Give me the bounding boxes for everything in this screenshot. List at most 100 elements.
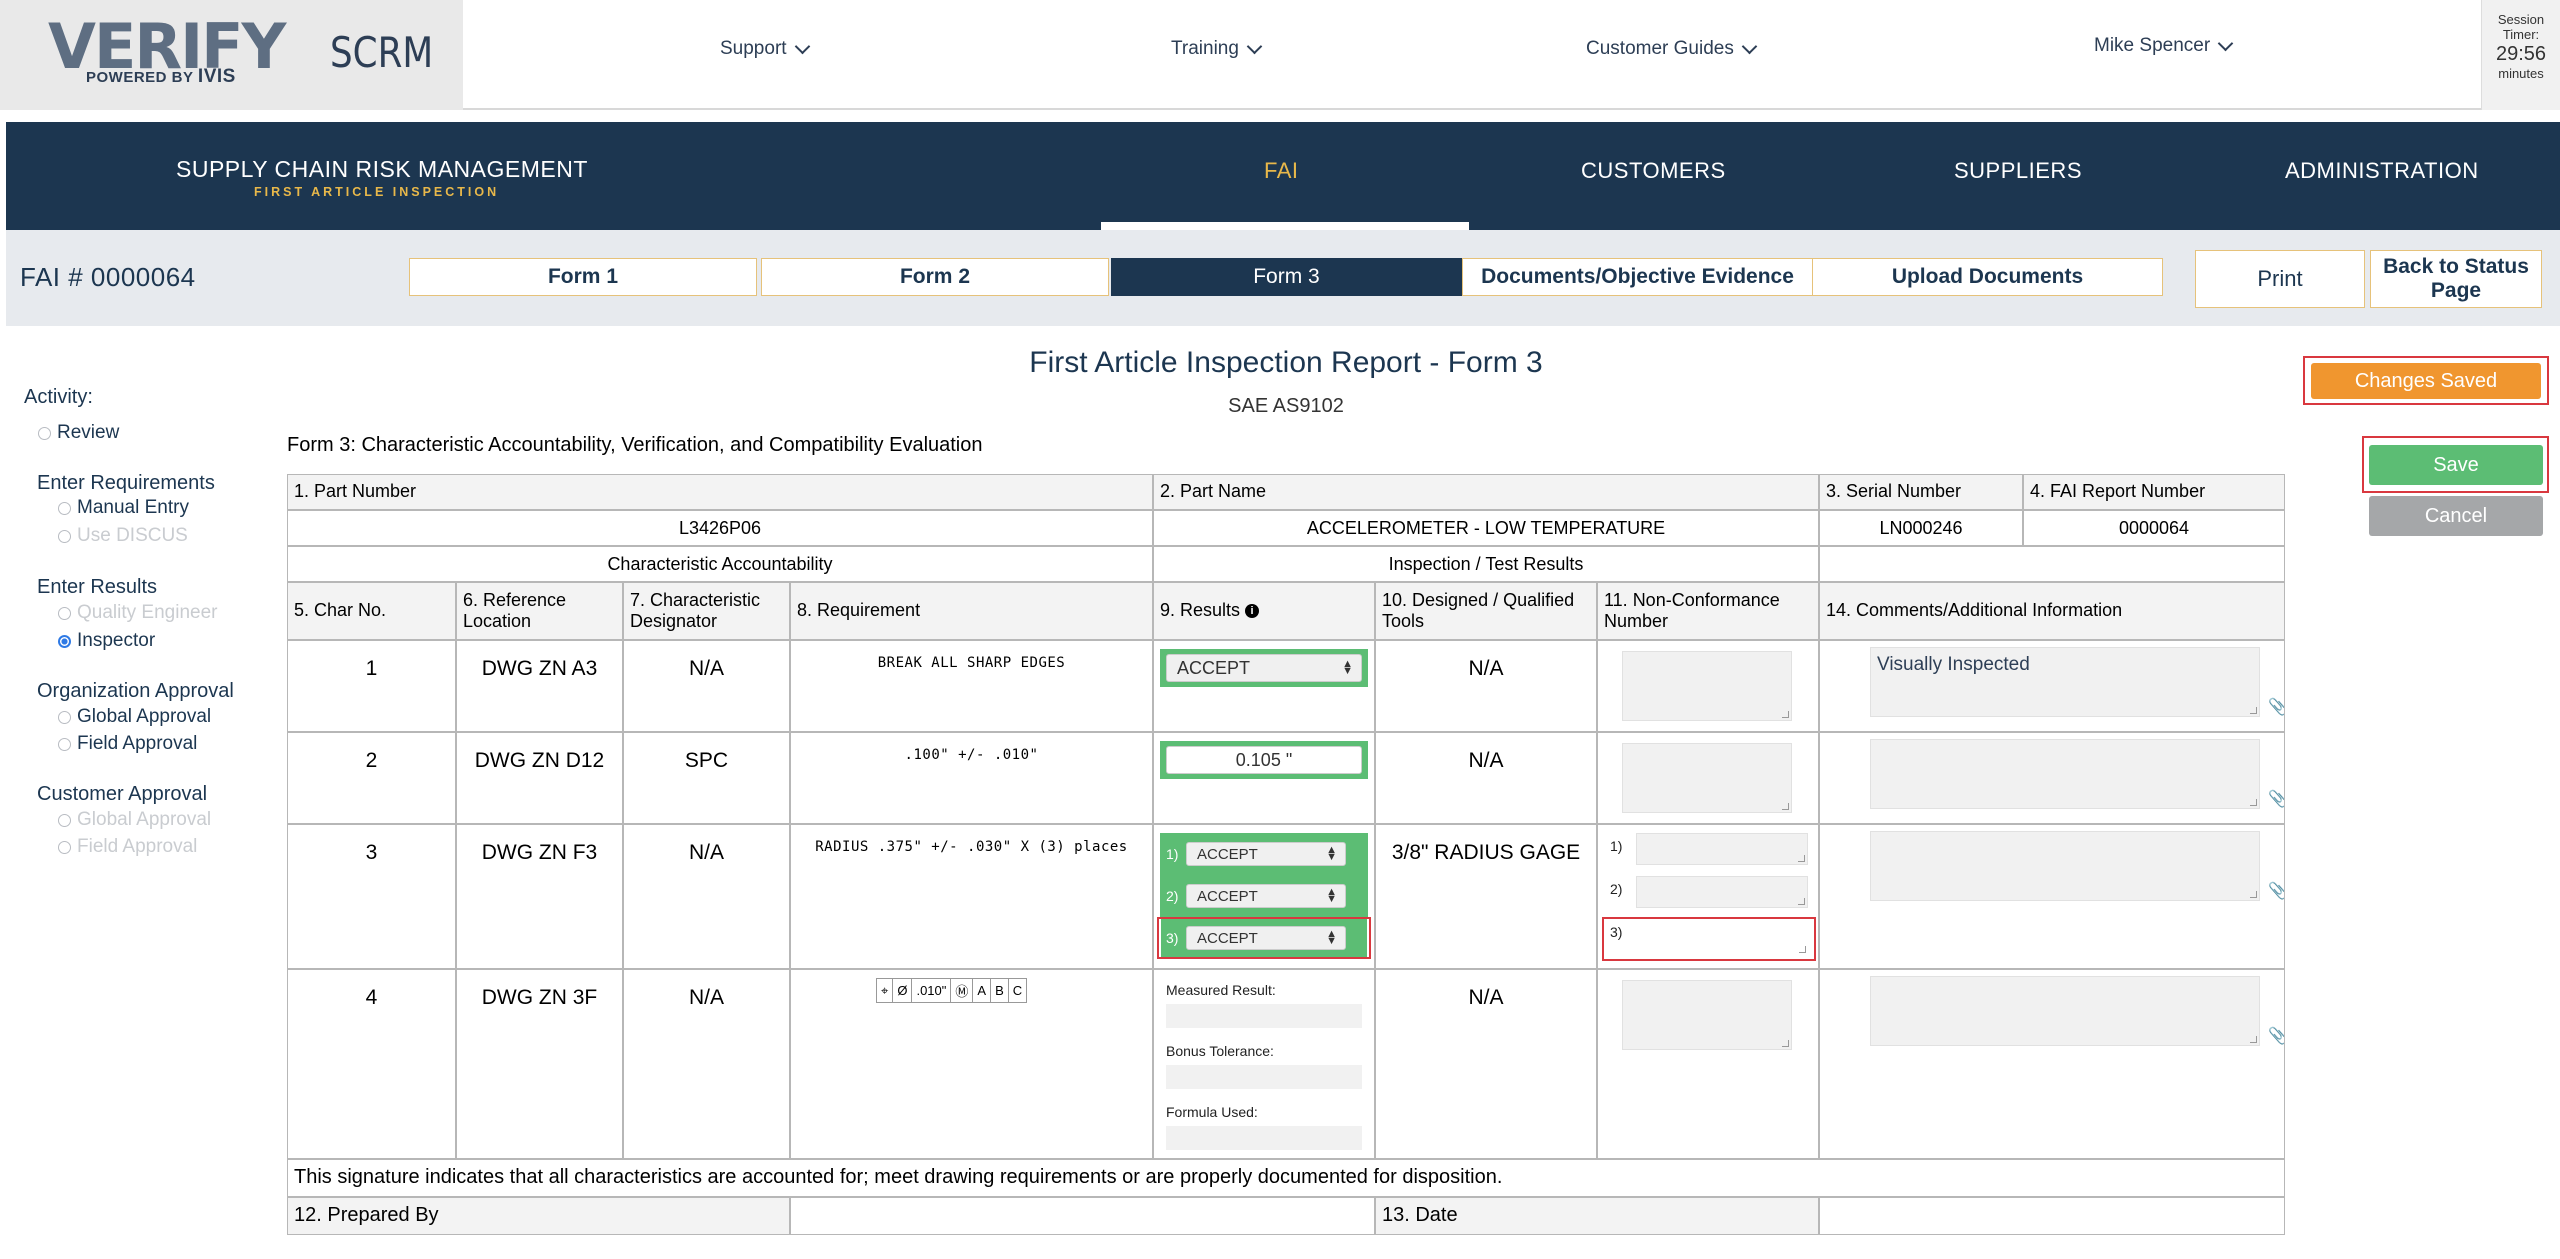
tools-value: 3/8" RADIUS GAGE: [1391, 841, 1581, 864]
nav-customer-guides-label: Customer Guides: [1586, 38, 1734, 59]
ncr-textarea[interactable]: [1622, 651, 1792, 721]
col-char-no-label: 5. Char No.: [294, 600, 387, 620]
tools-value: N/A: [1468, 657, 1504, 680]
session-timer-unit: minutes: [2498, 66, 2544, 81]
chevron-down-icon: [2217, 35, 2234, 51]
inspector-option[interactable]: Inspector: [58, 630, 155, 652]
nav-training[interactable]: Training: [1171, 38, 1263, 60]
char-no: 4: [365, 986, 378, 1009]
nav-support-label: Support: [720, 38, 787, 59]
radio-icon: [38, 426, 51, 440]
designator-cell: N/A: [623, 824, 790, 969]
fai-report-number-value: 0000064: [2023, 510, 2285, 546]
nav-administration[interactable]: ADMINISTRATION: [2285, 158, 2479, 183]
header-fai-report-number: 4. FAI Report Number: [2023, 474, 2285, 510]
col-ncr-label: 11. Non-Conformance Number: [1604, 590, 1780, 631]
results-cell: Measured Result: Bonus Tolerance: Formul…: [1153, 969, 1375, 1159]
ncr-textarea-1[interactable]: [1636, 833, 1808, 865]
radio-icon: [58, 840, 71, 854]
radio-icon: [58, 813, 71, 827]
col-ncr: 11. Non-Conformance Number: [1597, 582, 1819, 640]
designator-cell: N/A: [623, 969, 790, 1159]
tab-form-3[interactable]: Form 3: [1111, 258, 1462, 296]
comments-textarea[interactable]: [1870, 831, 2260, 901]
ncr-textarea[interactable]: [1622, 980, 1792, 1050]
nav-customer-guides[interactable]: Customer Guides: [1586, 38, 1758, 60]
bonus-tolerance-label: Bonus Tolerance:: [1166, 1043, 1274, 1059]
user-name: Mike Spencer: [2094, 35, 2211, 56]
cancel-button[interactable]: Cancel: [2369, 496, 2543, 536]
col-char-no: 5. Char No.: [287, 582, 456, 640]
comments-textarea[interactable]: [1870, 739, 2260, 809]
bonus-tolerance-input[interactable]: [1166, 1065, 1362, 1089]
formula-used-input[interactable]: [1166, 1126, 1362, 1150]
result-input[interactable]: 0.105 ": [1166, 746, 1362, 774]
col-tools-label: 10. Designed / Qualified Tools: [1382, 590, 1575, 631]
org-global-approval-option[interactable]: Global Approval: [58, 706, 211, 728]
prepared-by-value[interactable]: [790, 1197, 1375, 1235]
logo-area[interactable]: VERIFY POWERED BY IVIS SCRM: [0, 0, 463, 110]
comments-textarea[interactable]: Visually Inspected: [1870, 647, 2260, 717]
comments-cell: Visually Inspected 📎: [1819, 640, 2285, 732]
col-comments-label: 14. Comments/Additional Information: [1826, 600, 2123, 620]
back-to-status-button[interactable]: Back to Status Page: [2370, 250, 2542, 308]
char-designator: N/A: [688, 841, 724, 864]
result-highlight-2: 2) ACCEPT ▲ ▼: [1160, 875, 1368, 917]
result-select-value: ACCEPT: [1197, 887, 1258, 905]
char-no: 2: [365, 749, 378, 772]
ncr-textarea-3[interactable]: [1636, 921, 1808, 955]
chevron-down-icon: [1246, 38, 1263, 54]
ncr-number: 3): [1610, 924, 1623, 940]
part-number-value: L3426P06: [287, 510, 1153, 546]
result-select[interactable]: ACCEPT ▲ ▼: [1166, 654, 1362, 682]
ncr-textarea[interactable]: [1622, 743, 1792, 813]
ref-cell: DWG ZN F3: [456, 824, 623, 969]
tab-upload-documents[interactable]: Upload Documents: [1812, 258, 2163, 296]
nav-support[interactable]: Support: [720, 38, 810, 60]
table-row: 4: [287, 969, 456, 1159]
quality-engineer-label: Quality Engineer: [77, 602, 218, 623]
manual-entry-option[interactable]: Manual Entry: [58, 497, 189, 519]
user-menu[interactable]: Mike Spencer: [2094, 35, 2234, 57]
result-select-1[interactable]: ACCEPT ▲ ▼: [1186, 842, 1346, 866]
tab-documents-evidence[interactable]: Documents/Objective Evidence: [1462, 258, 1813, 296]
result-select-2[interactable]: ACCEPT ▲ ▼: [1186, 884, 1346, 908]
nav-suppliers[interactable]: SUPPLIERS: [1954, 158, 2082, 183]
save-button[interactable]: Save: [2369, 445, 2543, 485]
datum-a: A: [973, 979, 992, 1002]
header-part-number: 1. Part Number: [287, 474, 1153, 510]
part-name-value: ACCELEROMETER - LOW TEMPERATURE: [1153, 510, 1819, 546]
char-designator: N/A: [688, 657, 724, 680]
result-number: 2): [1166, 888, 1179, 904]
measured-result-input[interactable]: [1166, 1004, 1362, 1028]
info-icon[interactable]: i: [1245, 604, 1260, 619]
requirement-cell: RADIUS .375" +/- .030" X (3) places: [790, 824, 1153, 969]
paperclip-icon[interactable]: 📎: [2268, 881, 2284, 901]
paperclip-icon[interactable]: 📎: [2268, 1026, 2284, 1046]
comments-textarea[interactable]: [1870, 976, 2260, 1046]
org-field-approval-option[interactable]: Field Approval: [58, 733, 197, 755]
paperclip-icon[interactable]: 📎: [2268, 697, 2284, 717]
tab-form-2[interactable]: Form 2: [761, 258, 1109, 296]
cust-field-approval-label: Field Approval: [77, 836, 198, 857]
paperclip-icon[interactable]: 📎: [2268, 789, 2284, 809]
datum-c: C: [1012, 983, 1023, 998]
reference-location: DWG ZN D12: [474, 749, 605, 772]
col-requirement: 8. Requirement: [790, 582, 1153, 640]
date-value[interactable]: [1819, 1197, 2285, 1235]
header-serial-number-label: 3. Serial Number: [1826, 481, 1962, 501]
nav-fai[interactable]: FAI: [1264, 158, 1299, 183]
review-option[interactable]: Review: [38, 422, 119, 444]
ncr-textarea-2[interactable]: [1636, 876, 1808, 908]
col-char-designator-label: 7. Characteristic Designator: [630, 590, 761, 631]
form-tab-bar: FAI # 0000064 Form 1 Form 2 Form 3 Docum…: [6, 230, 2560, 326]
char-no: 1: [365, 657, 378, 680]
nav-customers[interactable]: CUSTOMERS: [1581, 158, 1726, 183]
tab-form-1[interactable]: Form 1: [409, 258, 757, 296]
section-characteristic-accountability: Characteristic Accountability: [287, 546, 1153, 582]
changes-saved-highlight: [2303, 356, 2549, 405]
use-discus-option: Use DISCUS: [58, 525, 188, 547]
result-select-3[interactable]: ACCEPT ▲ ▼: [1186, 926, 1346, 950]
result-select-value: ACCEPT: [1177, 657, 1251, 678]
print-button[interactable]: Print: [2195, 250, 2365, 308]
